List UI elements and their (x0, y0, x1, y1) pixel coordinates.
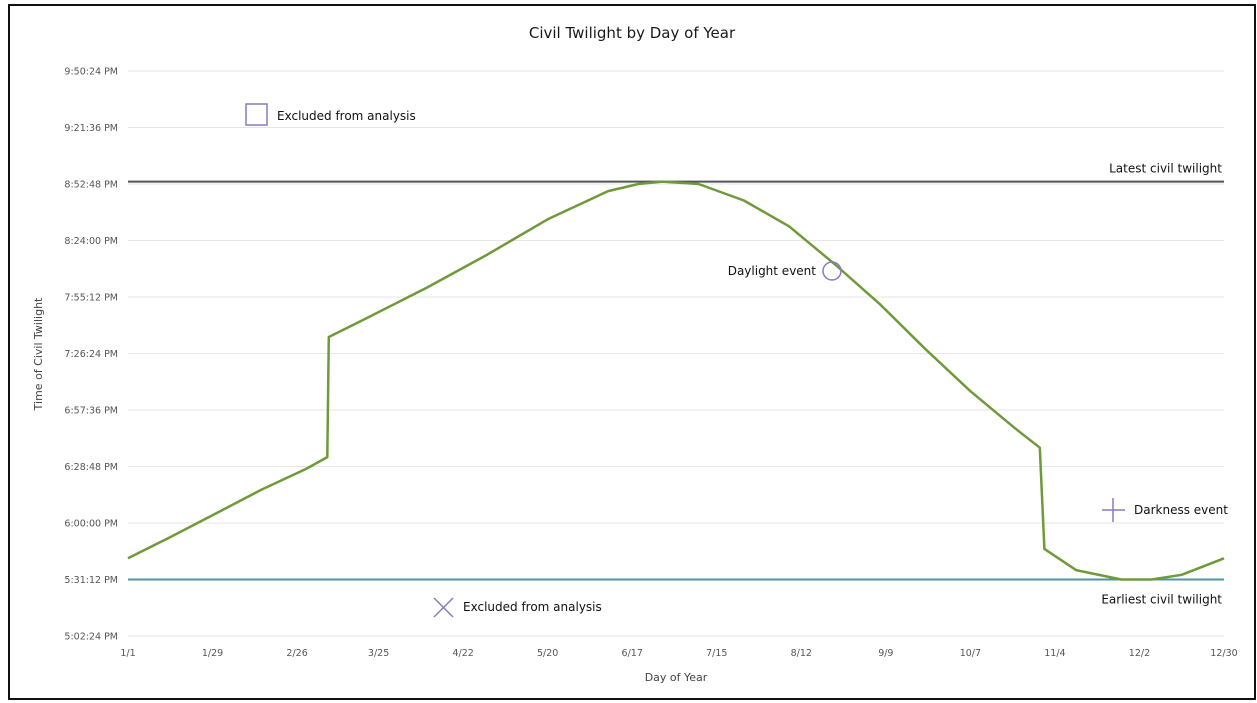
y-tick-label: 8:24:00 PM (64, 236, 118, 247)
x-tick-label: 3/25 (368, 648, 389, 659)
x-tick-label: 5/20 (537, 648, 558, 659)
chart-frame (8, 4, 1256, 700)
x-tick-label: 4/22 (452, 648, 473, 659)
reference-line-label: Latest civil twilight (1109, 162, 1222, 176)
x-tick-label: 2/26 (286, 648, 307, 659)
y-tick-label: 8:52:48 PM (64, 180, 118, 191)
y-tick-label: 7:55:12 PM (64, 293, 118, 304)
x-tick-label: 1/1 (120, 648, 135, 659)
square-marker-label: Excluded from analysis (277, 109, 416, 123)
x-tick-label: 12/30 (1210, 648, 1237, 659)
y-tick-label: 6:00:00 PM (64, 519, 118, 530)
x-tick-label: 7/15 (706, 648, 727, 659)
reference-line-label: Earliest civil twilight (1101, 593, 1222, 607)
x-tick-label: 1/29 (202, 648, 223, 659)
plus-marker-label: Darkness event (1134, 503, 1228, 517)
circle-marker-icon (822, 261, 842, 281)
chart-title: Civil Twilight by Day of Year (529, 24, 736, 42)
x-tick-label: 6/17 (622, 648, 643, 659)
y-tick-label: 6:28:48 PM (64, 462, 118, 473)
y-tick-label: 7:26:24 PM (64, 349, 118, 360)
x-tick-label: 9/9 (878, 648, 893, 659)
x-tick-label: 11/4 (1044, 648, 1065, 659)
annotation-markers: Excluded from analysis Daylight event Excl… (245, 103, 1228, 618)
gridlines (128, 70, 1224, 637)
series-line (127, 180, 1225, 581)
x-tick-label: 8/12 (791, 648, 812, 659)
x-axis-ticks: 1/1 1/29 2/26 3/25 4/22 5/20 6/17 7/15 8/12 9/9 10… (120, 648, 1237, 659)
y-tick-label: 5:31:12 PM (64, 575, 118, 586)
x-marker-icon (433, 597, 454, 618)
reference-lines: Latest civil twilight Earliest civil twil… (128, 162, 1224, 607)
x-axis-title: Day of Year (645, 671, 708, 684)
x-marker-label: Excluded from analysis (463, 600, 602, 614)
y-axis-title: Time of Civil Twilight (32, 297, 45, 411)
x-tick-label: 12/2 (1129, 648, 1150, 659)
x-tick-label: 10/7 (960, 648, 981, 659)
square-marker-icon (245, 103, 268, 126)
y-axis-ticks: 9:50:24 PM 9:21:36 PM 8:52:48 PM 8:24:00 PM… (64, 67, 118, 643)
series-group (127, 180, 1225, 581)
circle-marker-label: Daylight event (728, 264, 817, 278)
y-tick-label: 5:02:24 PM (64, 632, 118, 643)
y-tick-label: 6:57:36 PM (64, 406, 118, 417)
y-tick-label: 9:50:24 PM (64, 67, 118, 78)
y-tick-label: 9:21:36 PM (64, 123, 118, 134)
